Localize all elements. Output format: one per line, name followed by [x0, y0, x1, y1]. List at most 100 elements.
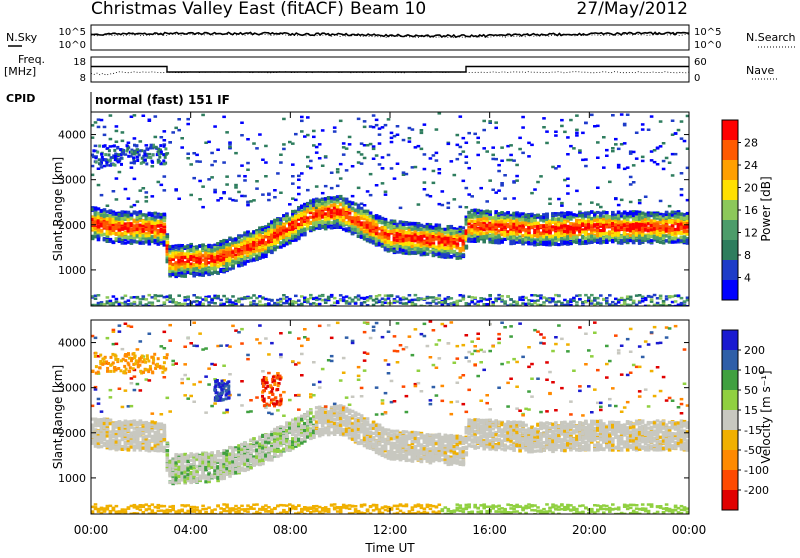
power-cell — [524, 297, 528, 300]
power-cell — [240, 164, 244, 167]
power-cell — [288, 203, 292, 206]
power-cell — [115, 198, 119, 201]
power-cell — [186, 153, 190, 156]
power-cell — [315, 146, 319, 149]
power-cell — [163, 223, 167, 226]
power-cell — [554, 134, 558, 137]
power-cell — [456, 242, 460, 245]
power-cell — [97, 238, 101, 241]
power-cell — [136, 200, 140, 203]
power-cell — [369, 194, 373, 197]
power-cell — [103, 126, 107, 129]
power-cell — [330, 172, 334, 175]
power-cell — [309, 167, 313, 170]
power-cell — [157, 181, 161, 184]
power-cell — [500, 184, 504, 187]
power-cell — [160, 136, 164, 139]
power-cell — [465, 187, 469, 190]
power-cell — [121, 297, 125, 300]
power-cell — [109, 114, 113, 117]
power-cell — [222, 161, 226, 164]
power-cell — [414, 303, 418, 306]
power-cell — [291, 175, 295, 178]
power-cell — [417, 203, 421, 206]
power-cell — [94, 145, 98, 148]
power-cell — [312, 130, 316, 133]
power-cell — [297, 186, 301, 189]
power-cell — [476, 141, 480, 144]
power-cell — [363, 126, 367, 129]
power-cell — [345, 147, 349, 150]
power-cell — [360, 162, 364, 165]
power-cell — [462, 298, 466, 301]
power-cell — [462, 295, 466, 298]
power-cell — [420, 132, 424, 135]
power-cell — [423, 188, 427, 191]
power-cell — [166, 235, 170, 238]
power-cell — [360, 207, 364, 210]
power-cell — [521, 152, 525, 155]
power-cell — [381, 182, 385, 185]
power-cell — [372, 145, 376, 148]
power-cell — [420, 129, 424, 132]
power-cell — [133, 301, 137, 304]
nsky-panel — [91, 25, 689, 50]
power-cell — [225, 175, 229, 178]
power-cell — [321, 295, 325, 298]
power-cell — [530, 192, 534, 195]
power-cell — [294, 199, 298, 202]
power-cell — [333, 130, 337, 133]
power-cell — [294, 133, 298, 136]
power-cell — [267, 193, 271, 196]
date-label: 27/May/2012 — [577, 0, 689, 19]
nsky-tick-bottom: 10^0 — [59, 40, 86, 51]
power-cell — [142, 187, 146, 190]
power-cell — [491, 189, 495, 192]
power-cell — [515, 164, 519, 167]
power-cell — [375, 184, 379, 187]
power-cell — [174, 188, 178, 191]
power-cell — [390, 167, 394, 170]
power-cell — [333, 126, 337, 128]
power-cell — [366, 299, 370, 302]
power-cell — [336, 168, 340, 171]
power-cell — [276, 172, 280, 175]
power-cell — [450, 160, 454, 163]
power-cell — [372, 158, 376, 161]
power-cell — [318, 143, 322, 146]
power-cell — [186, 298, 190, 301]
nsky-tick-top: 10^5 — [59, 27, 86, 38]
power-cell — [240, 134, 244, 137]
power-cell — [243, 179, 247, 182]
freq-panel — [91, 57, 689, 82]
power-cell — [312, 136, 316, 139]
power-cell — [282, 118, 286, 121]
power-cell — [306, 156, 310, 159]
power-cell — [533, 188, 537, 191]
power-cell — [324, 155, 328, 158]
power-cell — [375, 119, 379, 122]
power-cell — [154, 297, 158, 300]
power-cell — [282, 143, 286, 146]
power-cell — [527, 155, 531, 158]
power-cell — [133, 114, 137, 117]
nave-tick-top: 60 — [694, 57, 707, 68]
power-cell — [378, 294, 382, 297]
power-cell — [396, 134, 400, 137]
power-cell — [530, 144, 534, 147]
power-cell — [462, 254, 466, 257]
beam-label: Beam 10 — [350, 0, 426, 19]
power-cell — [348, 136, 352, 139]
power-cell — [357, 187, 361, 190]
power-cell — [438, 297, 442, 300]
power-cell — [228, 299, 232, 302]
power-cell — [438, 224, 442, 227]
nave-tick-bottom: 0 — [694, 73, 700, 84]
power-cell — [294, 295, 298, 298]
power-cell — [118, 171, 122, 174]
power-cell — [216, 149, 220, 152]
power-cell — [192, 294, 196, 297]
power-cell — [342, 153, 346, 156]
power-cell — [423, 153, 427, 156]
power-cell — [378, 142, 382, 145]
